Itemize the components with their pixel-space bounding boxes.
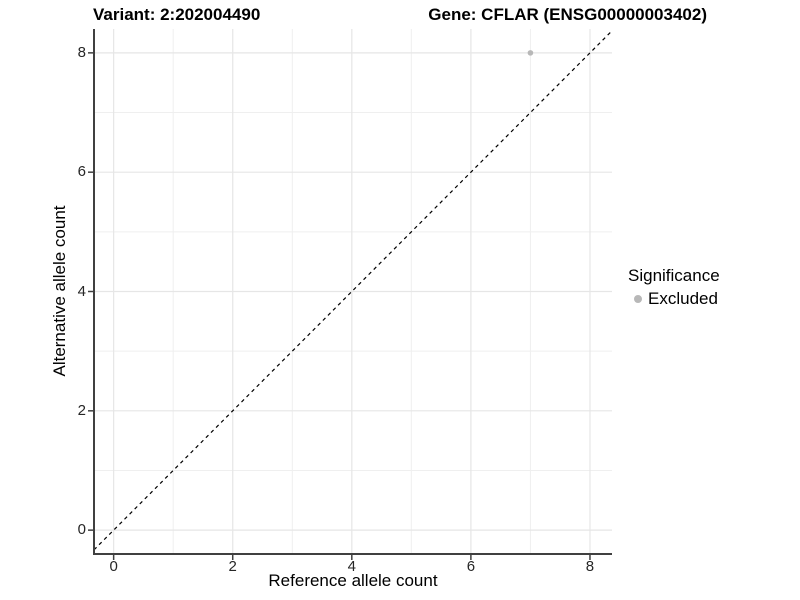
y-tick-label: 6 — [77, 163, 86, 181]
x-tick-label: 6 — [466, 558, 476, 575]
legend: Significance Excluded — [628, 266, 720, 309]
excluded-point-icon — [634, 295, 642, 303]
y-axis-title: Alternative allele count — [50, 205, 69, 377]
x-tick-label: 8 — [585, 558, 595, 575]
x-tick-label: 0 — [109, 558, 118, 575]
y-tick-label: 8 — [77, 43, 86, 61]
legend-title: Significance — [628, 266, 720, 285]
gene-title: Gene: CFLAR (ENSG00000003402) — [428, 5, 707, 24]
x-tick-label: 4 — [347, 558, 356, 575]
y-tick-label: 2 — [77, 401, 86, 419]
x-axis-title: Reference allele count — [268, 571, 438, 590]
y-tick-label: 4 — [77, 282, 86, 300]
identity-line — [93, 30, 613, 551]
figure-title: Variant: 2:202004490 Gene: CFLAR (ENSG00… — [93, 5, 707, 25]
legend-item-excluded: Excluded — [628, 289, 720, 309]
x-tick-label: 2 — [228, 558, 237, 575]
y-tick-label: 0 — [77, 521, 86, 539]
data-point — [527, 50, 534, 56]
legend-item-label: Excluded — [648, 289, 718, 308]
variant-title: Variant: 2:202004490 — [93, 5, 261, 24]
